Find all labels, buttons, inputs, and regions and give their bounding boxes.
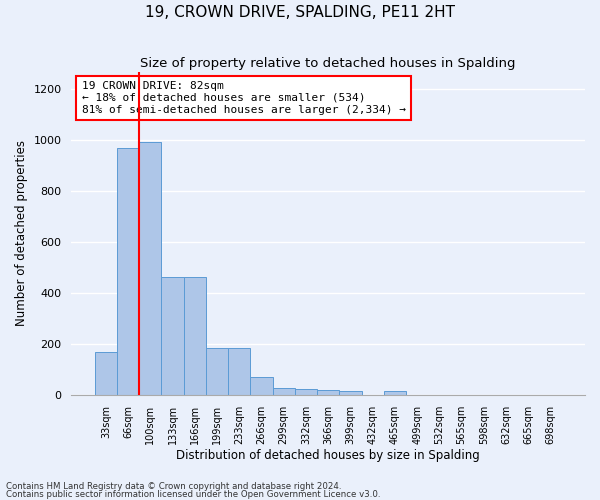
Text: Contains public sector information licensed under the Open Government Licence v3: Contains public sector information licen… xyxy=(6,490,380,499)
Bar xyxy=(95,352,117,395)
Title: Size of property relative to detached houses in Spalding: Size of property relative to detached ho… xyxy=(140,58,516,70)
Text: 19 CROWN DRIVE: 82sqm
← 18% of detached houses are smaller (534)
81% of semi-det: 19 CROWN DRIVE: 82sqm ← 18% of detached … xyxy=(82,82,406,114)
Y-axis label: Number of detached properties: Number of detached properties xyxy=(15,140,28,326)
Bar xyxy=(206,348,228,395)
Bar xyxy=(161,276,184,395)
Bar xyxy=(272,388,295,395)
Bar xyxy=(340,392,362,395)
Text: 19, CROWN DRIVE, SPALDING, PE11 2HT: 19, CROWN DRIVE, SPALDING, PE11 2HT xyxy=(145,5,455,20)
Bar xyxy=(295,388,317,395)
Text: Contains HM Land Registry data © Crown copyright and database right 2024.: Contains HM Land Registry data © Crown c… xyxy=(6,482,341,491)
Bar xyxy=(117,148,139,395)
Bar xyxy=(228,348,250,395)
Bar xyxy=(184,276,206,395)
Bar xyxy=(250,377,272,395)
Bar xyxy=(384,392,406,395)
Bar xyxy=(317,390,340,395)
X-axis label: Distribution of detached houses by size in Spalding: Distribution of detached houses by size … xyxy=(176,450,480,462)
Bar xyxy=(139,142,161,395)
